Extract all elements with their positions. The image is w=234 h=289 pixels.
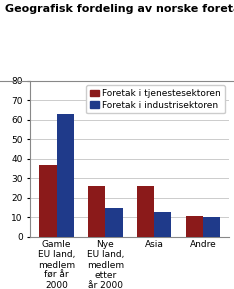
Bar — [137, 186, 154, 237]
Bar — [106, 208, 123, 237]
Bar — [57, 114, 74, 237]
Bar — [154, 212, 172, 237]
Bar — [88, 186, 106, 237]
Bar — [203, 217, 220, 237]
Bar — [40, 165, 57, 237]
Legend: Foretak i tjenestesektoren, Foretak i industrisektoren: Foretak i tjenestesektoren, Foretak i in… — [86, 86, 225, 113]
Text: Geografisk fordeling av norske foretaks internasjonale flytting i perioden 2001 : Geografisk fordeling av norske foretaks … — [5, 2, 234, 14]
Bar — [186, 216, 203, 237]
